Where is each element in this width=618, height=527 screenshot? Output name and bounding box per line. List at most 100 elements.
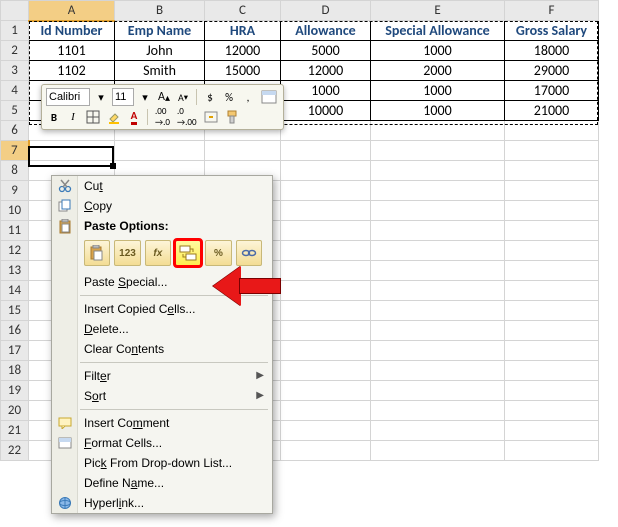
row-head-3[interactable]: 3 (1, 61, 29, 81)
cell[interactable] (505, 221, 599, 241)
menu-sort[interactable]: Sort▶ (52, 386, 272, 406)
row-head-22[interactable]: 22 (1, 441, 29, 461)
cell[interactable]: Emp Name (115, 21, 205, 41)
cell[interactable] (281, 181, 371, 201)
cell[interactable] (371, 141, 505, 161)
cell[interactable] (505, 161, 599, 181)
cell[interactable]: 1000 (371, 101, 505, 121)
cell[interactable] (281, 281, 371, 301)
paste-formulas-button[interactable]: fx (145, 240, 171, 266)
cell[interactable]: 2000 (371, 61, 505, 81)
row-head-6[interactable]: 6 (1, 121, 29, 141)
cell[interactable] (281, 221, 371, 241)
row-head-18[interactable]: 18 (1, 361, 29, 381)
cell[interactable] (281, 341, 371, 361)
cell[interactable] (281, 401, 371, 421)
row-head-20[interactable]: 20 (1, 401, 29, 421)
comma-icon[interactable]: , (240, 88, 256, 106)
borders-icon[interactable] (84, 108, 102, 126)
row-head-2[interactable]: 2 (1, 41, 29, 61)
cell[interactable]: 1000 (371, 41, 505, 61)
cell[interactable] (371, 401, 505, 421)
cell[interactable] (505, 241, 599, 261)
row-head-9[interactable]: 9 (1, 181, 29, 201)
menu-pick-dropdown[interactable]: Pick From Drop-down List... (52, 453, 272, 473)
cell[interactable]: 1101 (29, 41, 115, 61)
menu-cut[interactable]: Cut (52, 176, 272, 196)
cell[interactable]: 12000 (205, 41, 281, 61)
row-head-11[interactable]: 11 (1, 221, 29, 241)
cell[interactable] (281, 381, 371, 401)
italic-button[interactable]: I (65, 108, 81, 126)
cell[interactable] (281, 421, 371, 441)
cell[interactable] (29, 141, 115, 161)
col-head-F[interactable]: F (505, 1, 599, 21)
cell[interactable] (371, 321, 505, 341)
cell[interactable] (505, 201, 599, 221)
cell[interactable] (505, 441, 599, 461)
cell[interactable]: Allowance (281, 21, 371, 41)
cell[interactable] (281, 121, 371, 141)
cell[interactable]: Gross Salary (505, 21, 599, 41)
menu-insert-comment[interactable]: Insert Comment (52, 413, 272, 433)
menu-clear-contents[interactable]: Clear Contents (52, 339, 272, 359)
cell[interactable] (115, 141, 205, 161)
menu-paste-special[interactable]: Paste Special... (52, 272, 272, 292)
cell[interactable] (371, 201, 505, 221)
cell[interactable] (505, 361, 599, 381)
row-head-15[interactable]: 15 (1, 301, 29, 321)
cell[interactable] (505, 121, 599, 141)
font-color-icon[interactable]: A (126, 108, 142, 126)
cell[interactable]: 29000 (505, 61, 599, 81)
cell[interactable] (281, 201, 371, 221)
row-head-17[interactable]: 17 (1, 341, 29, 361)
row-head-1[interactable]: 1 (1, 21, 29, 41)
cell[interactable] (371, 361, 505, 381)
cell[interactable] (371, 301, 505, 321)
increase-font-icon[interactable]: A▴ (156, 88, 172, 106)
cell[interactable] (371, 381, 505, 401)
format-cells-icon[interactable] (259, 88, 279, 106)
cell[interactable]: 5000 (281, 41, 371, 61)
cell[interactable] (505, 401, 599, 421)
cell[interactable] (281, 321, 371, 341)
col-head-A[interactable]: A (29, 1, 115, 21)
menu-hyperlink[interactable]: Hyperlink... (52, 493, 272, 513)
col-head-D[interactable]: D (281, 1, 371, 21)
cell[interactable]: 1000 (281, 81, 371, 101)
corner-cell[interactable] (1, 1, 29, 21)
currency-icon[interactable]: $ (202, 88, 218, 106)
paste-transpose-button[interactable] (175, 240, 201, 266)
font-size-input[interactable] (112, 88, 134, 106)
cell[interactable] (505, 341, 599, 361)
fill-color-icon[interactable] (105, 108, 123, 126)
cell[interactable]: John (115, 41, 205, 61)
cell[interactable] (371, 161, 505, 181)
cell[interactable] (371, 421, 505, 441)
cell[interactable] (281, 161, 371, 181)
cell[interactable] (371, 261, 505, 281)
cell[interactable]: 17000 (505, 81, 599, 101)
size-dropdown-icon[interactable]: ▾ (137, 88, 153, 106)
cell[interactable] (505, 261, 599, 281)
cell[interactable] (505, 181, 599, 201)
paste-link-button[interactable] (236, 240, 262, 266)
cell[interactable] (505, 301, 599, 321)
row-head-16[interactable]: 16 (1, 321, 29, 341)
font-dropdown-icon[interactable]: ▾ (93, 88, 109, 106)
menu-insert-copied[interactable]: Insert Copied Cells... (52, 299, 272, 319)
cell[interactable] (281, 241, 371, 261)
cell[interactable] (505, 421, 599, 441)
cell[interactable] (371, 241, 505, 261)
cell[interactable] (205, 141, 281, 161)
cell[interactable]: HRA (205, 21, 281, 41)
menu-filter[interactable]: Filter▶ (52, 366, 272, 386)
row-head-4[interactable]: 4 (1, 81, 29, 101)
row-head-10[interactable]: 10 (1, 201, 29, 221)
paste-formatting-button[interactable]: % (205, 240, 231, 266)
percent-icon[interactable]: % (221, 88, 237, 106)
decrease-font-icon[interactable]: A▾ (175, 88, 191, 106)
cell[interactable]: 10000 (281, 101, 371, 121)
increase-decimal-icon[interactable]: .00→.0 (153, 108, 172, 126)
menu-delete[interactable]: Delete... (52, 319, 272, 339)
